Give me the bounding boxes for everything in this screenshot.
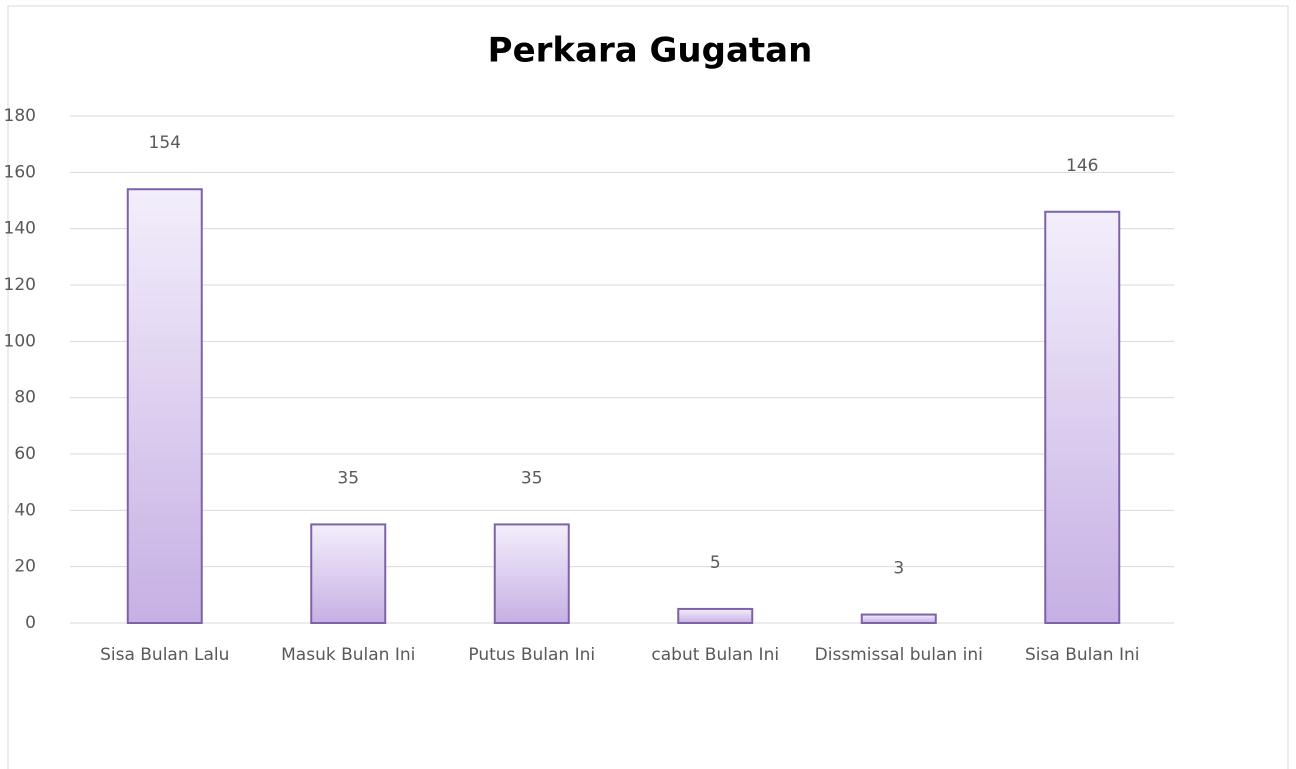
y-tick-label: 60 xyxy=(14,444,36,464)
x-tick-label: cabut Bulan Ini xyxy=(651,645,780,665)
bar xyxy=(860,613,937,624)
y-tick-label: 80 xyxy=(14,388,36,408)
bar xyxy=(493,523,570,625)
data-label: 154 xyxy=(149,133,181,153)
x-tick-label: Masuk Bulan Ini xyxy=(281,645,416,665)
x-tick-label: Sisa Bulan Lalu xyxy=(100,645,230,665)
bar xyxy=(126,188,203,624)
x-tick-label: Putus Bulan Ini xyxy=(468,645,596,665)
data-label: 146 xyxy=(1066,156,1098,176)
x-tick-label: Sisa Bulan Ini xyxy=(1025,645,1140,665)
y-tick-label: 100 xyxy=(4,331,36,351)
y-tick-label: 140 xyxy=(4,219,36,239)
x-tick-label: Dissmissal bulan ini xyxy=(814,645,983,665)
data-label: 35 xyxy=(521,468,543,488)
data-label: 3 xyxy=(893,559,904,579)
y-tick-label: 20 xyxy=(14,557,36,577)
y-tick-label: 120 xyxy=(4,275,36,295)
y-tick-label: 160 xyxy=(4,162,36,182)
y-tick-label: 0 xyxy=(25,613,36,633)
bar xyxy=(677,607,754,625)
data-label: 5 xyxy=(710,553,721,573)
y-tick-label: 40 xyxy=(14,500,36,520)
data-label: 35 xyxy=(337,468,359,488)
y-tick-label: 180 xyxy=(4,106,36,126)
chart-frame xyxy=(7,5,1289,769)
chart-title: Perkara Gugatan xyxy=(488,31,813,71)
bar xyxy=(1044,210,1121,624)
bar xyxy=(310,523,387,625)
